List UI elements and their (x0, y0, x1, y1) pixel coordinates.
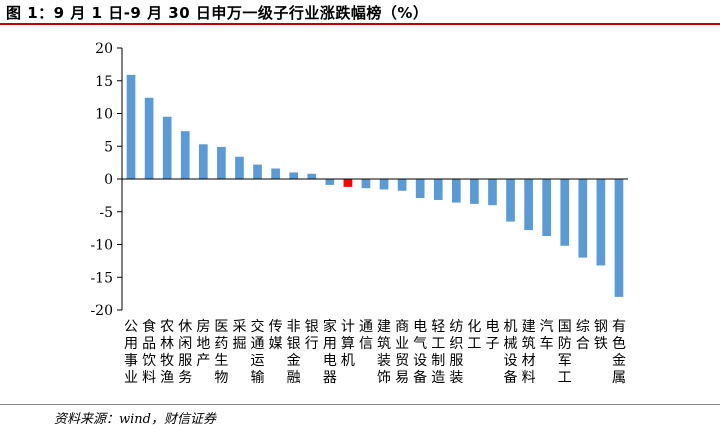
bar (433, 179, 443, 200)
y-tick-label: 10 (95, 107, 113, 123)
bar (289, 172, 299, 179)
bar (198, 144, 208, 179)
bar (488, 179, 497, 206)
category-label: 采掘 (232, 319, 246, 352)
category-label: 通信 (359, 319, 373, 352)
bar (144, 97, 154, 179)
bar (271, 168, 280, 179)
bar (470, 179, 479, 204)
bar (451, 179, 461, 203)
source-rule (0, 404, 720, 405)
category-label: 综合 (576, 319, 590, 352)
y-tick-label: 5 (104, 139, 113, 155)
bar-chart: 20 15 10 5 0 -5 -10 -15 -20 公用事业食品饮料农林牧渔休闲服务房地产医药… (90, 41, 628, 386)
bar (253, 164, 262, 179)
bar (397, 179, 407, 191)
bar (524, 179, 533, 231)
bar (560, 179, 570, 246)
bar (235, 156, 244, 179)
category-label: 纺织服装 (449, 319, 463, 386)
bar (325, 179, 335, 185)
bar (180, 131, 190, 179)
category-label: 非银金融 (287, 319, 301, 386)
bar (162, 116, 172, 179)
category-label: 医药生物 (214, 319, 228, 386)
title-rule (0, 23, 720, 25)
category-label: 有色金属 (612, 319, 626, 386)
category-label: 机械设备 (504, 319, 518, 386)
category-label: 钢铁 (594, 319, 608, 352)
y-tick-label: -10 (90, 238, 113, 254)
category-label: 休闲服务 (178, 319, 192, 386)
y-tick-label: -5 (99, 205, 113, 221)
category-label: 化工 (467, 319, 481, 352)
bar (343, 179, 353, 187)
category-label: 建筑材料 (522, 319, 536, 386)
bar (415, 179, 425, 198)
category-label: 家用电器 (323, 318, 337, 386)
category-label: 银行 (305, 319, 319, 352)
category-label: 电气设备 (413, 319, 427, 386)
category-label: 交通运输 (251, 318, 265, 386)
bar (578, 179, 588, 258)
category-label: 公用事业 (124, 319, 138, 386)
category-label: 商业贸易 (395, 319, 409, 386)
category-label: 汽车 (540, 319, 554, 352)
y-tick-label: 0 (104, 172, 113, 188)
bar (614, 179, 624, 297)
bar (126, 74, 136, 179)
bar (361, 179, 371, 189)
y-tick-label: 15 (95, 74, 113, 90)
category-label: 轻工制造 (431, 319, 445, 386)
y-tick-label: -15 (90, 270, 113, 286)
bar (542, 179, 552, 236)
bar (379, 179, 389, 190)
chart-title: 图 1：9 月 1 日-9 月 30 日申万一级子行业涨跌幅榜（%） (6, 4, 429, 22)
category-label: 计算机 (341, 319, 355, 369)
category-label: 农林牧渔 (160, 319, 174, 386)
category-label: 传媒 (269, 319, 283, 352)
category-label: 食品饮料 (142, 318, 156, 386)
bar (307, 173, 317, 179)
bar (217, 146, 226, 179)
category-label: 建筑装饰 (377, 319, 391, 386)
bar (596, 179, 606, 266)
category-label: 电子 (485, 319, 499, 352)
category-label: 国防军工 (558, 319, 572, 386)
bar (506, 179, 515, 222)
y-tick-label: -20 (90, 303, 113, 319)
category-label: 房地产 (196, 319, 210, 369)
y-tick-label: 20 (95, 41, 113, 57)
source-note: 资料来源：wind，财信证券 (54, 412, 216, 427)
